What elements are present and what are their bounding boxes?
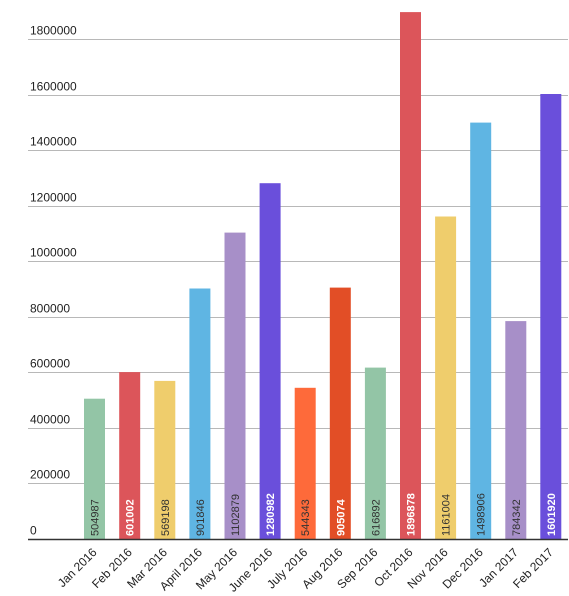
y-tick-label: 400000 [30, 413, 70, 427]
data-label: 1280982 [265, 493, 277, 536]
y-tick-label: 1600000 [30, 80, 77, 94]
y-tick-label: 1400000 [30, 135, 77, 149]
data-label: 1102879 [230, 494, 242, 536]
data-label: 544343 [300, 499, 312, 536]
bar [119, 372, 141, 539]
bar [224, 232, 246, 539]
data-label: 1896878 [406, 493, 418, 536]
data-label: 601002 [125, 499, 137, 536]
bar [294, 387, 316, 539]
data-label: 905074 [335, 498, 347, 536]
bar [154, 380, 176, 539]
data-label: 1498906 [476, 493, 488, 536]
bar [259, 183, 281, 539]
y-axis: 0 200000 400000 600000 800000 1000000 1200000 1… [30, 24, 77, 538]
bar [329, 287, 351, 539]
grid-lines [28, 39, 568, 484]
y-tick-label: 0 [30, 524, 37, 538]
y-tick-label: 800000 [30, 302, 70, 316]
data-label: 901846 [195, 499, 207, 536]
bars [84, 12, 562, 540]
y-tick-label: 600000 [30, 357, 70, 371]
bar [540, 94, 562, 539]
data-label: 616892 [370, 499, 382, 536]
bar [435, 216, 457, 539]
bar [189, 288, 211, 539]
y-tick-label: 1000000 [30, 246, 77, 260]
y-tick-label: 1200000 [30, 191, 77, 205]
bar [505, 321, 527, 539]
y-tick-label: 1800000 [30, 24, 77, 38]
data-labels: 504987 601002 569198 901846 1102879 1280982 54… [90, 493, 558, 536]
y-tick-label: 200000 [30, 468, 70, 482]
data-label: 569198 [160, 499, 172, 536]
data-label: 1601920 [546, 493, 558, 536]
bar [364, 367, 386, 539]
data-label: 784342 [511, 499, 523, 536]
data-label: 504987 [90, 499, 102, 536]
bar [84, 398, 105, 539]
bar [470, 122, 492, 539]
bar [400, 12, 421, 540]
data-label: 1161004 [441, 494, 453, 536]
